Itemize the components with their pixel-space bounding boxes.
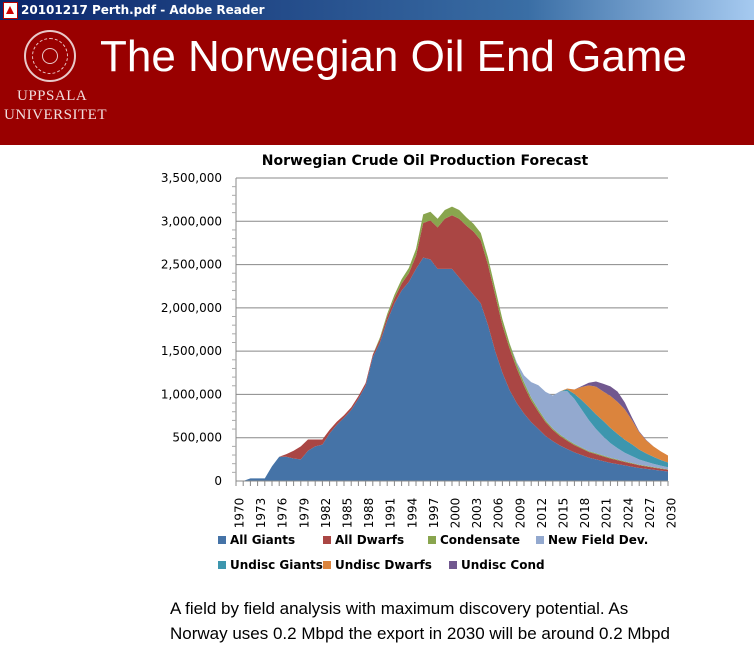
legend-label: New Field Dev. [548,533,649,547]
legend-swatch [323,561,331,569]
legend-label: Undisc Giants [230,558,323,572]
legend-item: All Giants [218,533,295,547]
x-tick-label: 2012 [535,498,549,529]
x-tick-label: 1979 [297,498,311,529]
university-seal-logo [24,30,76,82]
pdf-icon [3,2,18,19]
y-tick-label: 1,000,000 [161,387,222,401]
x-tick-label: 2000 [449,498,463,529]
caption-line2: Norway uses 0.2 Mbpd the export in 2030 … [170,624,670,643]
x-tick-label: 1997 [427,498,441,529]
legend-swatch [428,536,436,544]
legend-item: Condensate [428,533,520,547]
x-tick-label: 1973 [254,498,268,529]
x-tick-label: 2024 [621,498,635,529]
y-tick-label: 2,500,000 [161,258,222,272]
legend-label: Condensate [440,533,520,547]
x-tick-label: 1988 [362,498,376,529]
x-tick-label: 1970 [233,498,247,529]
x-tick-label: 1982 [319,498,333,529]
x-tick-label: 2003 [470,498,484,529]
window-title: 20101217 Perth.pdf - Adobe Reader [21,3,265,17]
x-tick-label: 1985 [341,498,355,529]
x-tick-label: 2021 [600,498,614,529]
x-tick-label: 2006 [492,498,506,529]
y-tick-label: 500,000 [172,431,222,445]
y-tick-label: 2,000,000 [161,301,222,315]
y-tick-label: 3,000,000 [161,214,222,228]
legend-swatch [218,561,226,569]
area-series-all-dwarfs [236,215,668,481]
x-tick-label: 2030 [665,498,679,529]
legend-item: All Dwarfs [323,533,404,547]
x-tick-label: 2027 [643,498,657,529]
legend-item: New Field Dev. [536,533,648,547]
area-series-all-giants [236,257,668,481]
window-title-bar: 20101217 Perth.pdf - Adobe Reader [0,0,754,20]
legend-swatch [536,536,544,544]
legend-swatch [218,536,226,544]
x-tick-label: 2015 [557,498,571,529]
logo-text-line1: UPPSALA [17,88,88,104]
legend-swatch [323,536,331,544]
legend-item: Undisc Giants [218,558,323,572]
slide-header: UPPSALA UNIVERSITET The Norwegian Oil En… [0,20,754,145]
legend-item: Undisc Dwarfs [323,558,432,572]
area-series-new-field-dev- [236,206,668,481]
x-tick-label: 1991 [384,498,398,529]
legend-label: All Dwarfs [335,533,405,547]
logo-text-line2: UNIVERSITET [4,107,107,123]
chart-title: Norwegian Crude Oil Production Forecast [261,153,589,169]
legend-label: Undisc Dwarfs [335,558,432,572]
legend-item: Undisc Cond [449,558,545,572]
caption-line1: A field by field analysis with maximum d… [170,599,629,618]
legend-label: Undisc Cond [461,558,545,572]
slide-title: The Norwegian Oil End Game [100,32,687,81]
y-tick-label: 0 [214,474,222,488]
x-tick-label: 1976 [276,498,290,529]
y-tick-label: 3,500,000 [161,171,222,185]
x-tick-label: 1994 [405,498,419,529]
x-tick-label: 2009 [513,498,527,529]
x-tick-label: 2018 [578,498,592,529]
y-tick-label: 1,500,000 [161,344,222,358]
legend-label: All Giants [230,533,296,547]
legend-swatch [449,561,457,569]
